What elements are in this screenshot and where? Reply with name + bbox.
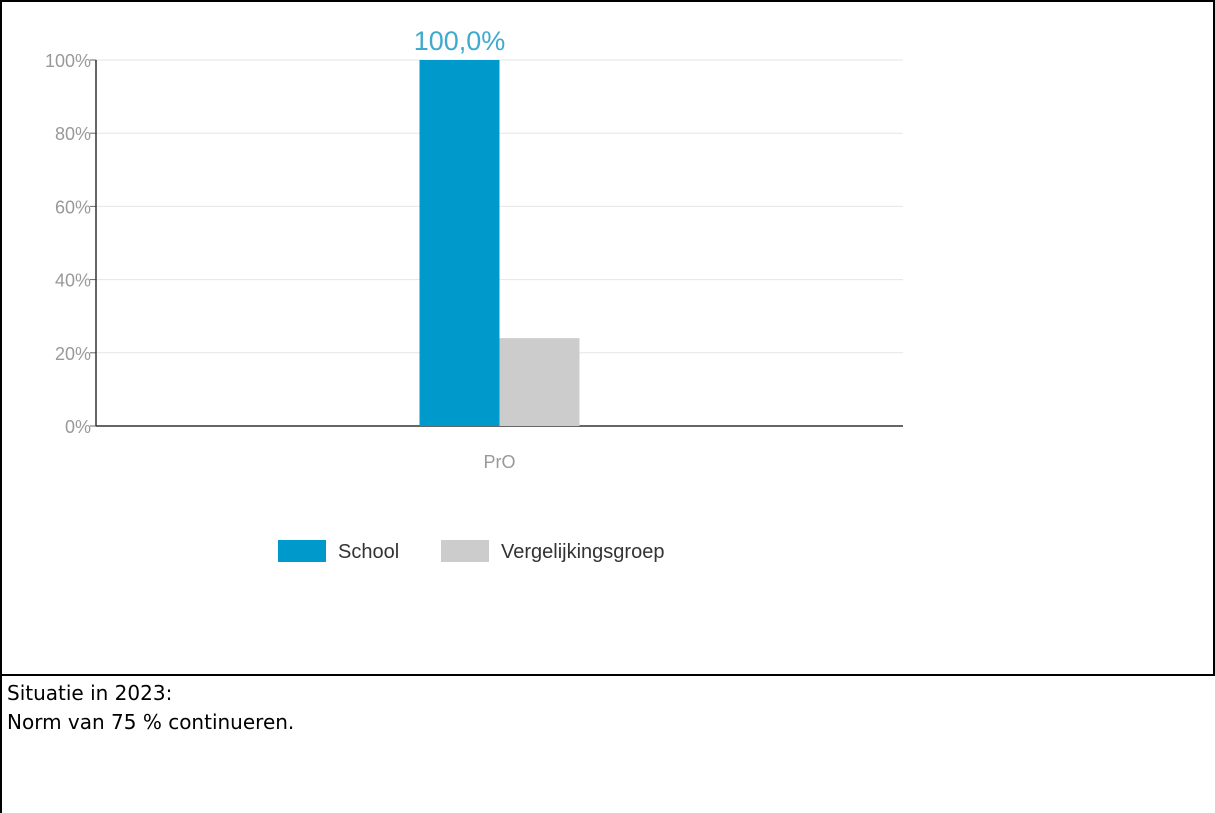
legend-label-vergelijkingsgroep: Vergelijkingsgroep (501, 541, 664, 563)
y-tick-label: 40% (55, 271, 91, 291)
y-tick-label: 60% (55, 197, 91, 217)
situation-note: Situatie in 2023: Norm van 75 % continue… (7, 679, 294, 737)
note-line-2: Norm van 75 % continueren. (7, 710, 295, 734)
frame-border-right (1213, 0, 1215, 675)
legend-label-school: School (338, 541, 399, 563)
y-tick-label: 100% (45, 51, 91, 71)
x-category-label: PrO (483, 452, 515, 472)
legend-swatch-vergelijkingsgroep (441, 540, 489, 562)
section-divider (0, 674, 1215, 676)
bar-school (419, 60, 500, 426)
frame-border-left (0, 0, 2, 813)
bar-vergelijkingsgroep (499, 338, 580, 426)
y-tick-label: 20% (55, 344, 91, 364)
data-label: 100,0% (414, 26, 506, 56)
y-tick-label: 0% (65, 417, 91, 437)
y-tick-label: 80% (55, 124, 91, 144)
legend-swatch-school (278, 540, 326, 562)
bar-chart: 0% 20% 40% 60% 80% 100% 100,0% PrO School Vergeli… (45, 26, 903, 563)
note-line-1: Situatie in 2023: (7, 681, 173, 705)
frame-border-top (0, 0, 1215, 2)
